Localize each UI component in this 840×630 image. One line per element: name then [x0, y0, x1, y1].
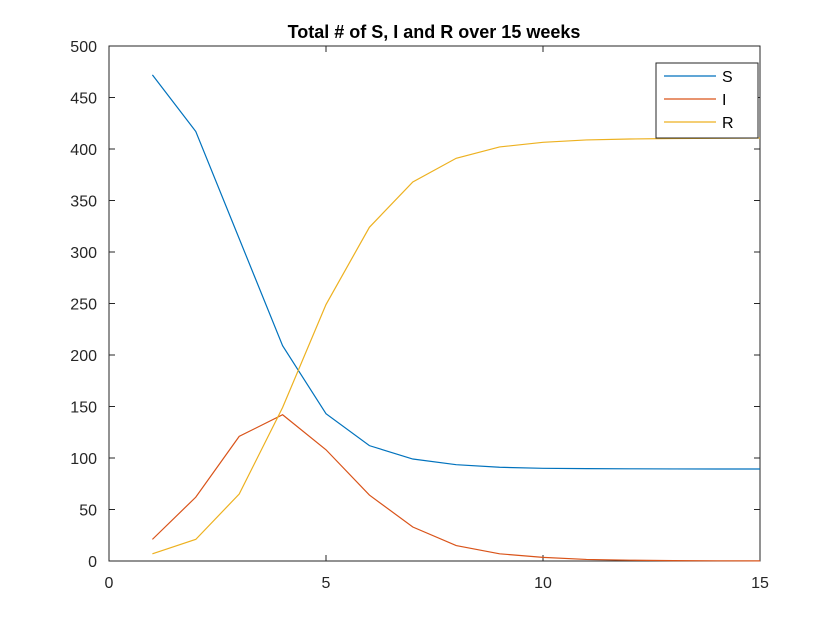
legend-label-i: I [722, 92, 726, 109]
axes-box [108, 45, 761, 562]
series-line-s [151, 74, 760, 470]
legend-box [655, 62, 759, 139]
y-tick-label: 0 [88, 554, 97, 571]
y-tick-label: 50 [79, 503, 97, 520]
y-tick-label: 250 [70, 297, 97, 314]
legend-label-r: R [722, 115, 734, 132]
series-line-r [152, 137, 761, 555]
x-tick-label: 0 [105, 575, 114, 592]
x-tick-label: 10 [534, 575, 552, 592]
series-line-i [151, 414, 761, 562]
x-tick-label: 15 [751, 575, 769, 592]
y-tick-label: 350 [70, 194, 97, 211]
y-tick-label: 500 [70, 39, 97, 56]
y-tick-label: 200 [70, 348, 97, 365]
legend-label-s: S [722, 69, 733, 86]
chart-title: Total # of S, I and R over 15 weeks [288, 22, 581, 42]
x-tick-label: 5 [322, 575, 331, 592]
y-tick-label: 150 [70, 400, 97, 417]
y-tick-label: 400 [70, 142, 97, 159]
y-tick-label: 300 [70, 245, 97, 262]
y-tick-label: 100 [70, 451, 97, 468]
y-tick-label: 450 [70, 91, 97, 108]
